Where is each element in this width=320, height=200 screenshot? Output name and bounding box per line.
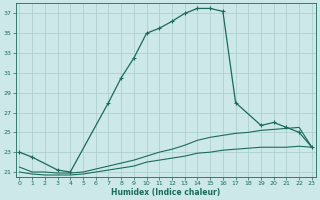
X-axis label: Humidex (Indice chaleur): Humidex (Indice chaleur)	[111, 188, 220, 197]
